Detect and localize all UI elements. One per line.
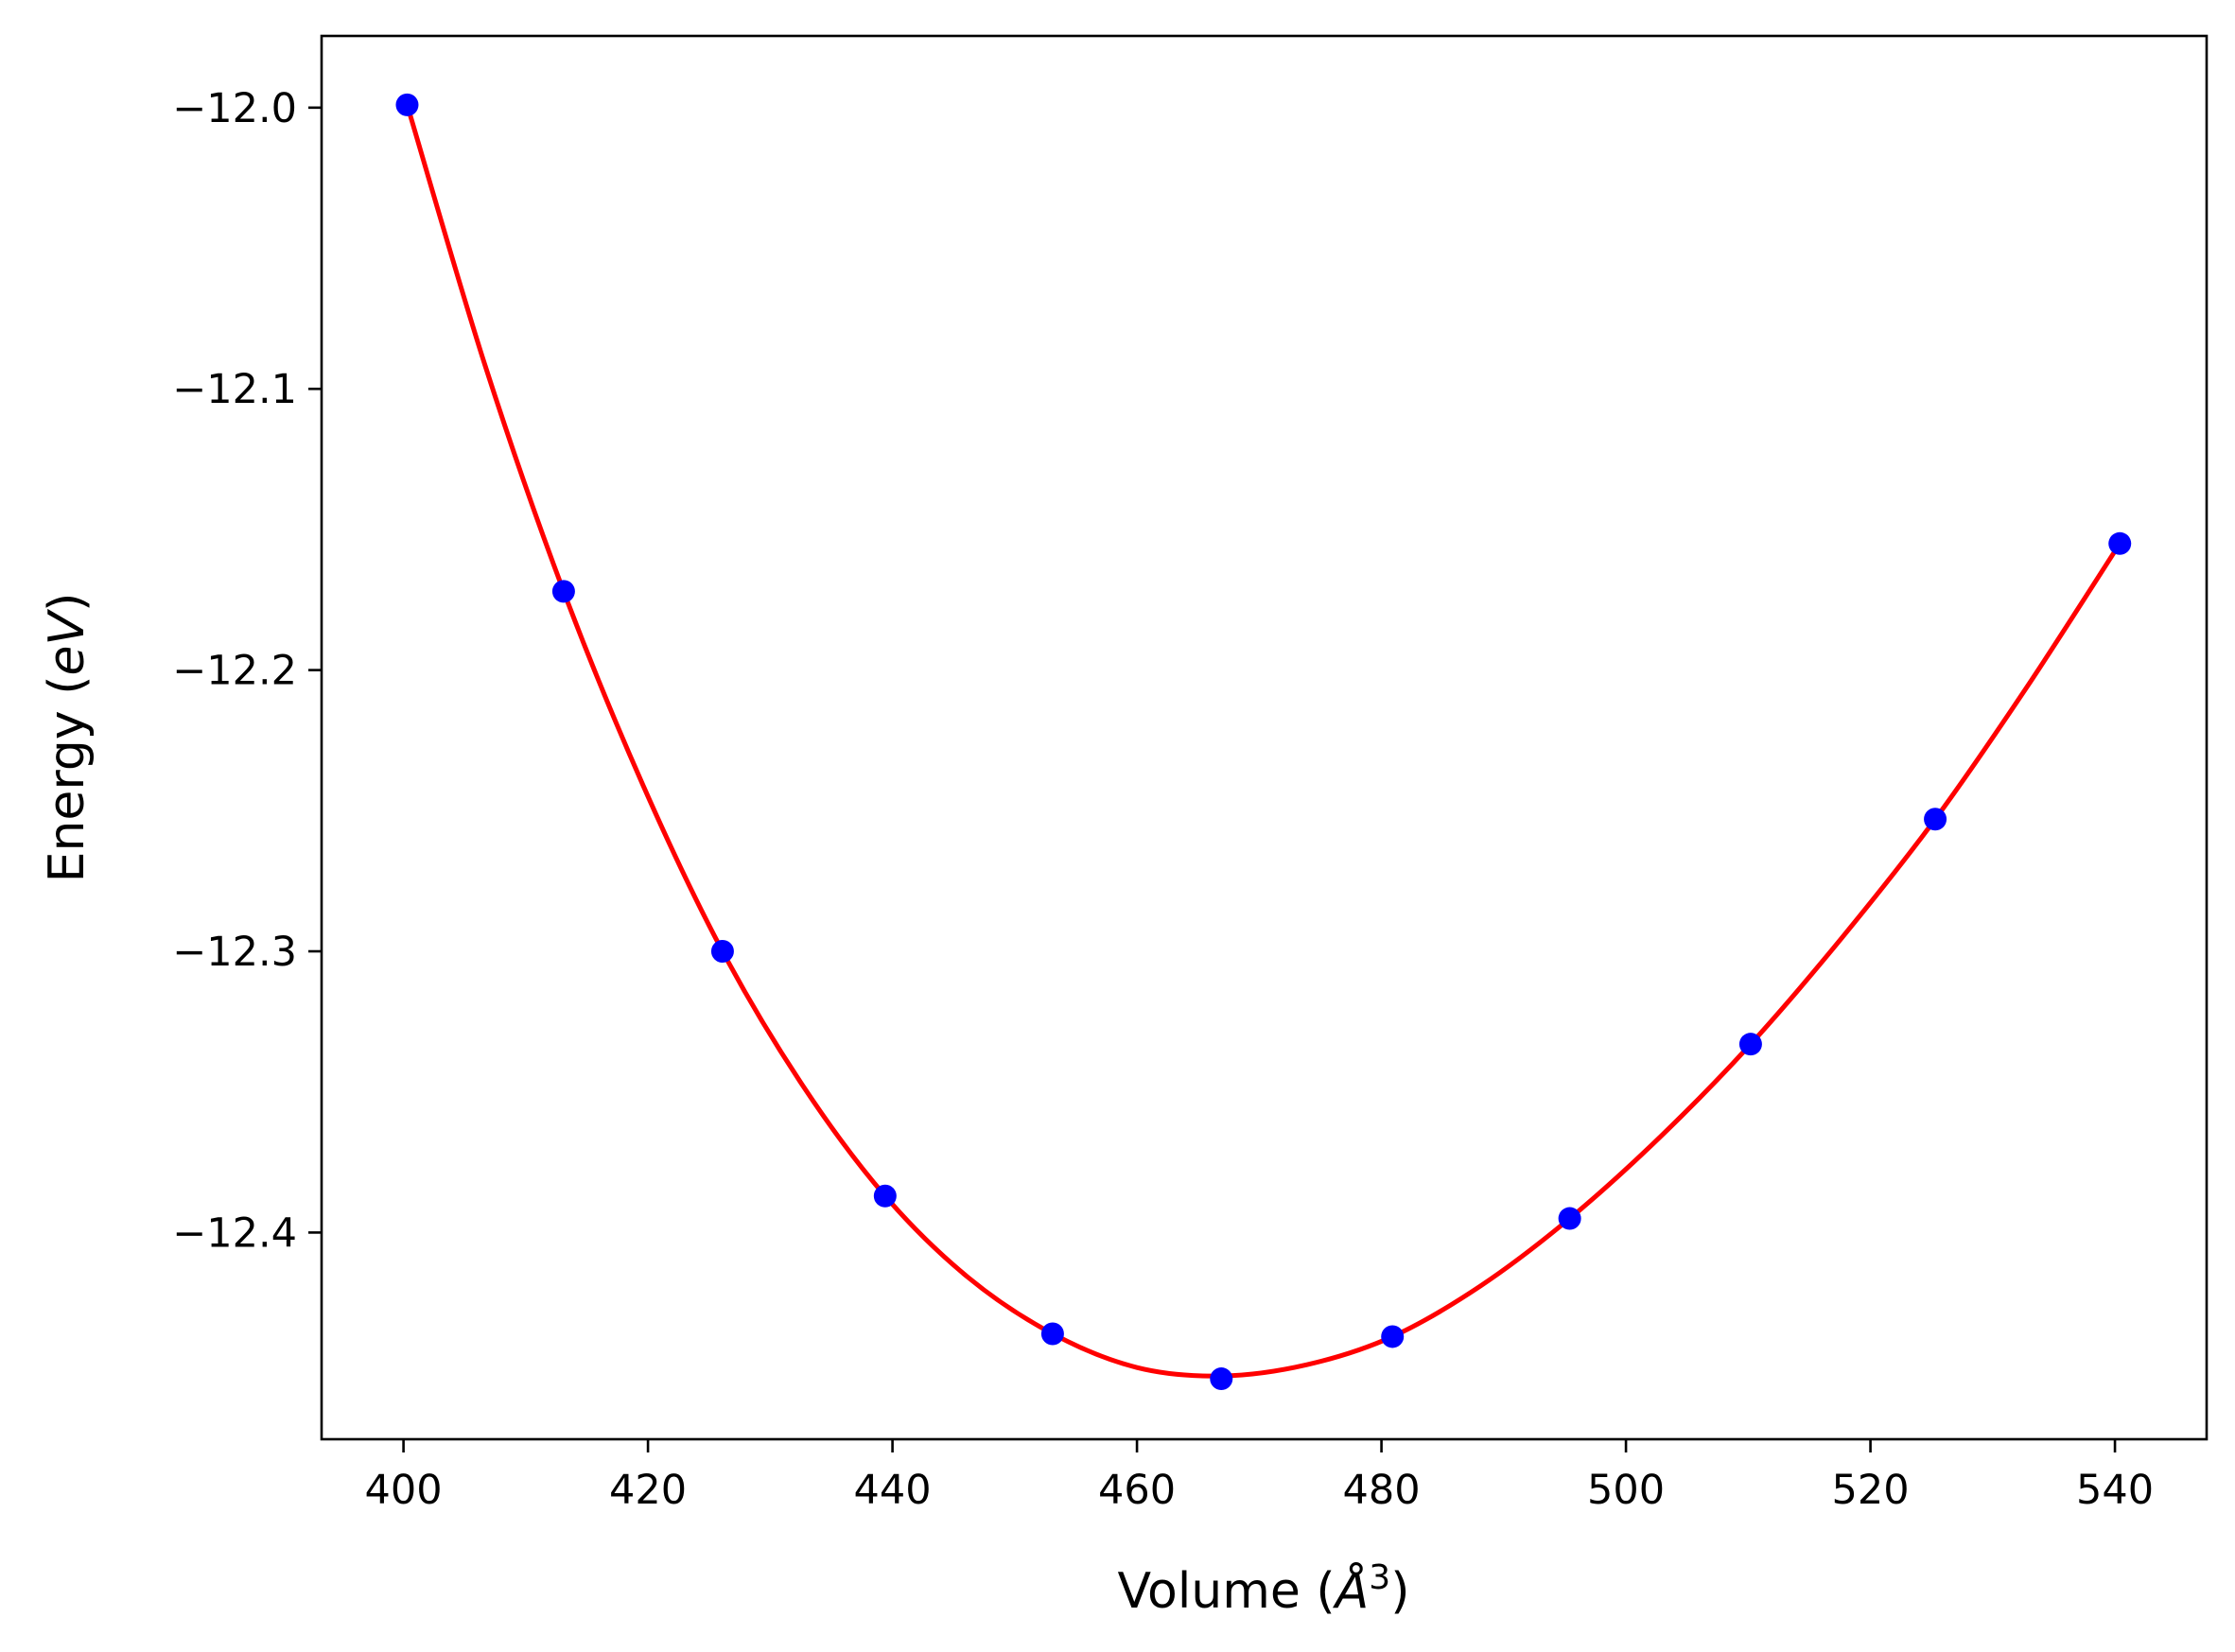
data-points-layer xyxy=(395,93,2132,1391)
y-tick-label: −12.3 xyxy=(172,929,297,976)
y-tick-label: −12.2 xyxy=(172,648,297,695)
x-tick-label: 500 xyxy=(1587,1467,1665,1514)
y-tick-label: −12.4 xyxy=(172,1209,297,1257)
x-axis-label: Volume (Å3) xyxy=(1118,1558,1410,1620)
data-point xyxy=(2108,531,2132,555)
x-tick-label: 460 xyxy=(1098,1467,1176,1514)
data-point xyxy=(710,940,734,964)
x-axis: 400 420 440 460 480 500 520 540 xyxy=(365,1439,2154,1514)
x-tick-label: 420 xyxy=(609,1467,687,1514)
fit-curve-layer xyxy=(405,104,2122,1379)
data-point xyxy=(551,580,575,603)
data-point xyxy=(1924,808,1947,831)
data-point xyxy=(873,1184,897,1208)
data-point xyxy=(1210,1367,1233,1391)
x-tick-label: 400 xyxy=(365,1467,443,1514)
y-axis: −12.0 −12.1 −12.2 −12.3 −12.4 xyxy=(172,85,322,1257)
y-tick-label: −12.1 xyxy=(172,366,297,413)
data-point xyxy=(1040,1322,1064,1346)
data-point xyxy=(1738,1033,1762,1056)
x-tick-label: 480 xyxy=(1343,1467,1421,1514)
y-tick-label: −12.0 xyxy=(172,85,297,132)
data-point xyxy=(1558,1207,1581,1230)
data-point xyxy=(1381,1325,1405,1348)
x-tick-label: 540 xyxy=(2076,1467,2154,1514)
fit-curve-line xyxy=(405,104,2122,1379)
x-tick-label: 520 xyxy=(1832,1467,1910,1514)
plot-frame xyxy=(320,34,2209,1441)
x-tick-label: 440 xyxy=(854,1467,932,1514)
y-axis-label: Energy (eV) xyxy=(39,593,96,883)
data-point xyxy=(395,93,419,116)
